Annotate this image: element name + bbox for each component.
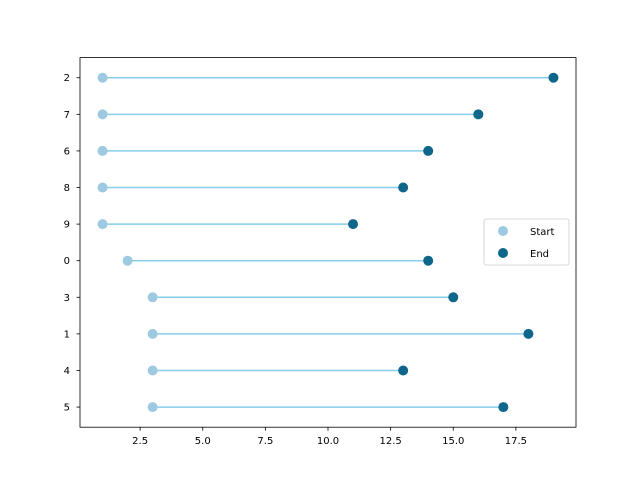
start-point-1 <box>147 328 158 339</box>
x-tick-label: 7.5 <box>257 436 273 447</box>
y-tick-label: 8 <box>64 183 70 194</box>
legend-label-end: End <box>530 249 549 260</box>
end-point-7 <box>473 109 484 120</box>
x-tick-label: 17.5 <box>505 436 527 447</box>
start-point-8 <box>97 182 108 193</box>
start-point-5 <box>147 402 158 413</box>
end-point-4 <box>398 365 409 376</box>
legend-label-start: Start <box>530 227 555 238</box>
data-points <box>97 72 559 413</box>
end-point-5 <box>498 402 509 413</box>
x-tick-label: 5.0 <box>195 436 211 447</box>
end-point-2 <box>548 72 559 83</box>
x-tick-label: 2.5 <box>132 436 148 447</box>
end-point-6 <box>423 145 434 156</box>
legend-marker-end <box>498 248 508 258</box>
y-tick-label: 2 <box>64 73 70 84</box>
x-axis: 2.5 5.0 7.5 10.0 12.5 15.0 17.5 <box>132 427 527 447</box>
start-point-3 <box>147 292 158 303</box>
x-tick-label: 12.5 <box>379 436 401 447</box>
y-tick-label: 0 <box>64 256 70 267</box>
legend-marker-start <box>498 226 508 236</box>
x-tick-label: 15.0 <box>442 436 464 447</box>
y-tick-label: 7 <box>64 110 70 121</box>
y-axis: 2 7 6 8 9 0 3 1 4 5 <box>64 73 80 414</box>
y-tick-label: 4 <box>64 366 70 377</box>
start-point-2 <box>97 72 108 83</box>
y-tick-label: 9 <box>64 220 70 231</box>
y-tick-label: 5 <box>64 403 70 414</box>
start-point-0 <box>122 255 133 266</box>
connector-lines <box>102 76 554 408</box>
end-point-3 <box>448 292 459 303</box>
end-point-9 <box>348 219 359 230</box>
end-point-8 <box>398 182 409 193</box>
x-tick-label: 10.0 <box>317 436 339 447</box>
end-point-1 <box>523 328 534 339</box>
start-point-4 <box>147 365 158 376</box>
start-point-6 <box>97 145 108 156</box>
y-tick-label: 6 <box>64 146 70 157</box>
legend: Start End <box>483 218 570 266</box>
start-point-9 <box>97 219 108 230</box>
y-tick-label: 1 <box>64 329 70 340</box>
start-point-7 <box>97 109 108 120</box>
y-tick-label: 3 <box>64 293 70 304</box>
legend-frame <box>483 218 570 266</box>
end-point-0 <box>423 255 434 266</box>
